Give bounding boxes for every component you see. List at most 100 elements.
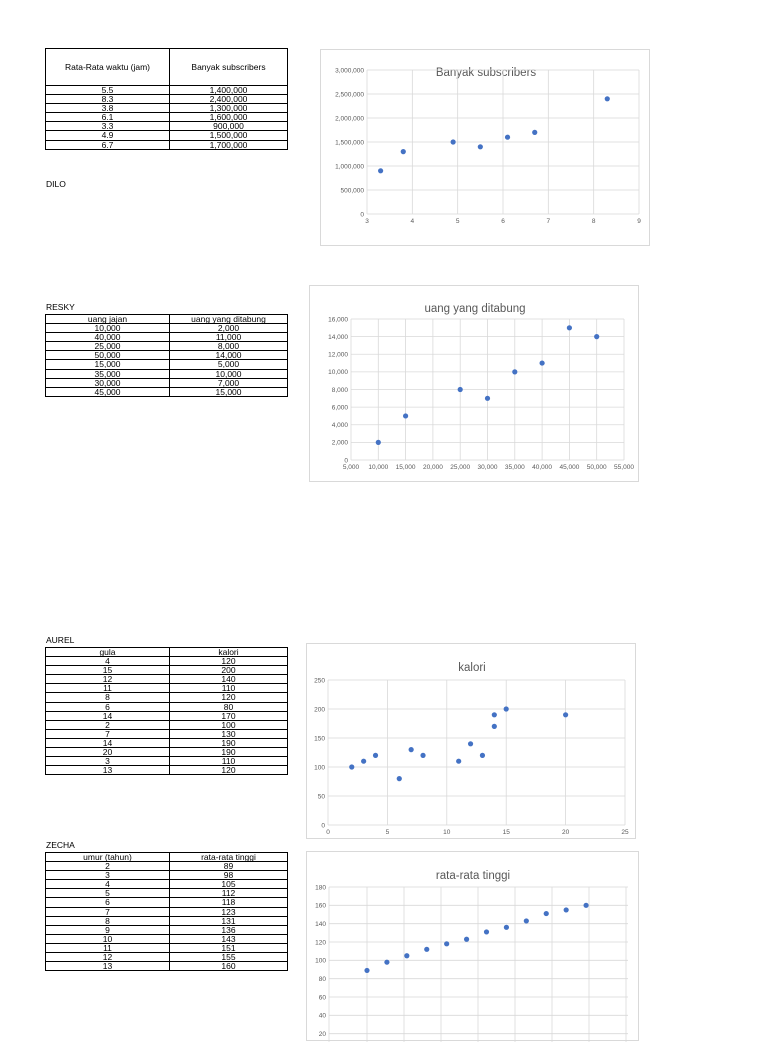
table-row: 3 98 [45, 870, 288, 881]
header-cell: uang jajan [45, 313, 170, 325]
table-row: 7 123 [45, 906, 288, 917]
y-tick-label: 2,500,000 [335, 91, 364, 98]
table-dilo: Rata-Rata waktu (jam) Banyak subscribers… [45, 48, 288, 150]
data-point [491, 712, 497, 718]
table-row: 11 110 [45, 683, 288, 694]
data-point [479, 752, 486, 758]
data-point [450, 139, 456, 145]
y-tick-label: 0 [360, 211, 364, 218]
cell-y: 80 [169, 701, 288, 712]
x-tick-label: 0 [326, 829, 330, 836]
cell-x: 10,000 [45, 323, 170, 334]
data-point [463, 936, 470, 942]
table-row: 25,000 8,000 [45, 341, 288, 352]
data-point [400, 149, 406, 155]
cell-y: 143 [169, 933, 288, 944]
cell-x: 8 [45, 692, 170, 703]
y-tick-label: 180 [315, 884, 326, 891]
data-point [523, 918, 529, 924]
author-label-zecha: ZECHA [46, 840, 75, 850]
author-label-dilo: DILO [46, 179, 66, 189]
header-cell: rata-rata tinggi [169, 851, 288, 863]
table-row: 6.1 1,600,000 [45, 112, 288, 123]
cell-x: 6.1 [45, 112, 170, 123]
header-cell: Banyak subscribers [169, 48, 288, 86]
x-tick-label: 50,000 [587, 464, 607, 471]
table-row: 15 200 [45, 665, 288, 676]
chart-title: Banyak subscribers [436, 67, 537, 79]
table-row: 7 130 [45, 728, 288, 739]
y-tick-label: 14,000 [328, 334, 348, 341]
x-tick-label: 7 [547, 218, 551, 225]
table-row: 2 89 [45, 861, 288, 872]
cell-x: 12 [45, 674, 170, 685]
x-tick-label: 25,000 [450, 464, 470, 471]
table-row: 13 120 [45, 765, 288, 776]
cell-y: 131 [169, 915, 288, 926]
data-point [364, 967, 370, 974]
cell-x: 7 [45, 906, 170, 917]
cell-x: 6.7 [45, 139, 170, 150]
y-tick-label: 12,000 [328, 352, 348, 359]
y-tick-label: 10,000 [328, 369, 348, 376]
cell-y: 136 [169, 924, 288, 935]
cell-x: 5 [45, 888, 170, 899]
table-row: 13 160 [45, 961, 288, 972]
data-point [403, 413, 409, 419]
table-row: 4.9 1,500,000 [45, 130, 288, 141]
cell-y: 1,600,000 [169, 112, 288, 123]
y-tick-label: 100 [315, 958, 326, 965]
cell-y: 120 [169, 656, 288, 667]
data-point [456, 758, 462, 764]
table-header-row: uang jajan uang yang ditabung [45, 313, 288, 325]
data-point [512, 369, 518, 375]
author-label-aurel: AUREL [46, 635, 75, 645]
cell-y: 105 [169, 879, 288, 890]
cell-x: 25,000 [45, 341, 170, 352]
cell-y: 160 [169, 961, 288, 972]
x-tick-label: 30,000 [478, 464, 498, 471]
x-tick-label: 15 [503, 829, 511, 836]
data-point [404, 953, 410, 959]
cell-y: 140 [169, 674, 288, 685]
data-point [349, 764, 355, 770]
y-tick-label: 0 [321, 822, 325, 829]
table-row: 12 155 [45, 952, 288, 963]
data-point [543, 910, 549, 917]
data-point [503, 924, 510, 930]
y-tick-label: 2,000,000 [335, 115, 364, 122]
cell-x: 7 [45, 728, 170, 739]
table-row: 10 143 [45, 933, 288, 944]
y-tick-label: 60 [319, 994, 327, 1001]
data-point [484, 395, 491, 401]
cell-y: 7,000 [169, 377, 288, 388]
x-tick-label: 3 [365, 218, 369, 225]
cell-y: 190 [169, 747, 288, 758]
cell-y: 130 [169, 728, 288, 739]
cell-x: 8.3 [45, 94, 170, 105]
cell-x: 11 [45, 683, 170, 694]
cell-y: 1,400,000 [169, 84, 288, 96]
cell-x: 40,000 [45, 332, 170, 343]
cell-x: 12 [45, 952, 170, 963]
table-row: 4 120 [45, 656, 288, 667]
table-row: 12 140 [45, 674, 288, 685]
cell-y: 98 [169, 870, 288, 881]
cell-y: 155 [169, 952, 288, 963]
x-tick-label: 20,000 [423, 464, 443, 471]
cell-y: 170 [169, 710, 288, 721]
table-resky: uang jajan uang yang ditabung 10,000 2,00… [45, 313, 288, 397]
header-cell: gula [45, 646, 170, 658]
y-tick-label: 200 [314, 706, 325, 713]
cell-y: 14,000 [169, 350, 288, 361]
y-tick-label: 40 [319, 1013, 327, 1020]
cell-y: 118 [169, 897, 288, 908]
x-tick-label: 5,000 [343, 464, 360, 471]
y-tick-label: 120 [315, 939, 326, 946]
cell-x: 35,000 [45, 368, 170, 379]
cell-y: 1,500,000 [169, 130, 288, 141]
cell-y: 120 [169, 765, 288, 776]
data-point [477, 144, 483, 150]
cell-x: 45,000 [45, 386, 170, 397]
y-tick-label: 4,000 [332, 422, 349, 429]
